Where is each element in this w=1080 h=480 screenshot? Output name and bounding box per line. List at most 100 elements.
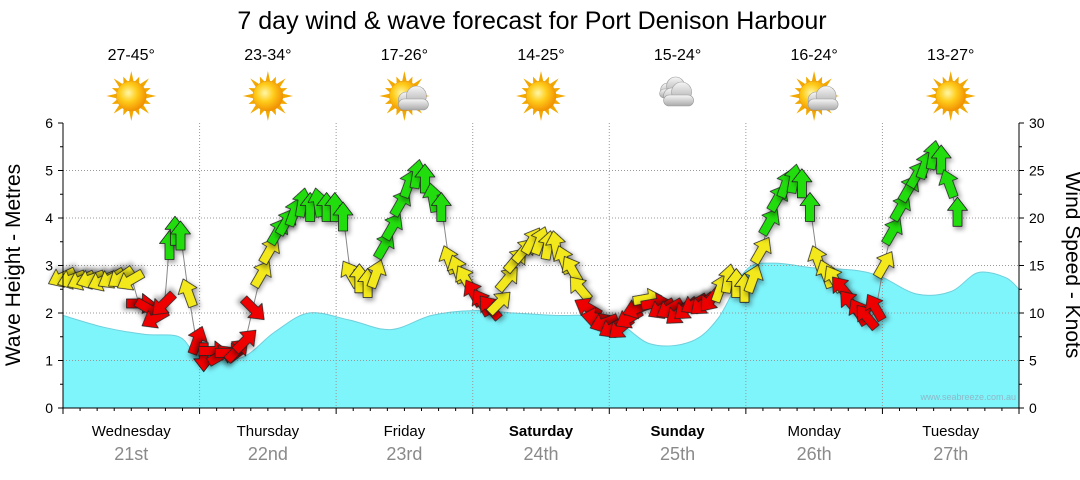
- sun-ray: [521, 87, 528, 93]
- sun-ray: [823, 78, 832, 87]
- wind-arrow: [799, 192, 821, 222]
- chart-title: 7 day wind & wave forecast for Port Deni…: [237, 7, 826, 35]
- sun-ray: [265, 111, 271, 121]
- y-left-tick-label: 2: [45, 305, 53, 321]
- day-name: Saturday: [509, 423, 574, 440]
- wind-arrow: [170, 220, 191, 251]
- sun-disc: [252, 80, 284, 112]
- sun-ray: [811, 111, 817, 121]
- wave-fill: [63, 263, 1019, 408]
- sun-ray: [931, 99, 938, 105]
- sun-ray: [265, 71, 271, 81]
- day-date: 27th: [933, 444, 968, 464]
- sun-rays: [242, 71, 293, 121]
- sun-ray: [250, 78, 259, 87]
- weather-forecast: 27-45° 23-34° 17-26° 14-25° 15-24° 16-24° 13-2…: [106, 47, 976, 121]
- wind-arrow: [231, 329, 257, 355]
- sun-ray: [817, 76, 823, 83]
- y-left-label: Wave Height - Metres: [2, 164, 25, 366]
- day-date: 24th: [523, 444, 558, 464]
- y-left-tick-label: 3: [45, 258, 53, 274]
- sun-ray: [538, 111, 544, 121]
- wind-arrow: [947, 196, 968, 227]
- wind-arrow: [240, 295, 265, 321]
- sun-ray: [129, 111, 134, 121]
- sun-ray: [954, 109, 959, 116]
- sun-ray: [954, 76, 959, 83]
- sun-icon: [242, 71, 293, 121]
- wind-arrow: [873, 251, 895, 280]
- sun-ray: [963, 87, 971, 93]
- sun-ray: [925, 93, 936, 99]
- wind-arrow: [791, 168, 813, 199]
- cloud-icon: [659, 76, 694, 107]
- sun-icon: [516, 71, 566, 121]
- day-date: 21st: [114, 444, 148, 464]
- day-temperature: 16-24°: [790, 47, 837, 64]
- sun-ray: [806, 109, 811, 116]
- sun-disc: [116, 80, 147, 112]
- day-temperature: 15-24°: [654, 47, 701, 64]
- wind-arrow: [938, 169, 959, 199]
- wind-arrow: [758, 208, 780, 237]
- sun-ray: [959, 105, 969, 114]
- wind-arrow: [366, 259, 387, 290]
- sun-ray: [933, 105, 942, 114]
- sun-ray: [942, 76, 947, 83]
- wind-arrow: [177, 278, 198, 309]
- sun-ray: [931, 87, 938, 93]
- sun-ray: [794, 99, 802, 105]
- wind-arrow: [430, 192, 452, 222]
- sun-ray: [806, 76, 811, 83]
- sun-ray: [942, 109, 947, 116]
- sun-ray: [402, 71, 407, 81]
- sun-ray: [948, 111, 953, 121]
- sun-ray: [250, 105, 259, 114]
- sun-ray: [556, 93, 566, 99]
- sun-ray: [386, 105, 396, 114]
- day-temperature: 14-25°: [517, 47, 564, 64]
- sun-ray: [123, 109, 128, 116]
- sun-ray: [248, 99, 255, 105]
- sun-ray: [135, 109, 140, 116]
- cloud-shape: [398, 85, 429, 111]
- sun-ray: [521, 99, 528, 105]
- sun-ray: [554, 87, 561, 93]
- sun-ray: [532, 76, 538, 83]
- axes: 0 1 2 3 4 5 6 0 5 10 15 20 25 30: [45, 115, 1045, 416]
- wind-arrow: [881, 218, 903, 247]
- sun-icon: [106, 71, 157, 121]
- sun-ray: [242, 93, 253, 99]
- sun-ray: [544, 76, 550, 83]
- y-right-label: Wind Speed - Knots: [1061, 172, 1080, 359]
- sun-ray: [796, 78, 806, 87]
- sun-ray: [538, 71, 544, 81]
- sun-ray: [276, 78, 286, 87]
- y-left-tick-label: 0: [45, 400, 53, 416]
- sun-ray: [144, 99, 151, 105]
- wind-arrow: [485, 291, 511, 317]
- sun-ray: [523, 78, 532, 87]
- y-right-tick-label: 20: [1029, 210, 1045, 226]
- sun-rays: [925, 71, 976, 121]
- day-labels: Wednesday 21st Thursday 22nd Friday 23rd Satur…: [92, 423, 980, 464]
- sun-ray: [248, 87, 255, 93]
- sun-ray: [140, 78, 149, 87]
- sun-ray: [963, 99, 971, 105]
- sun-ray: [271, 76, 276, 83]
- sun-ray: [402, 111, 407, 121]
- sun-ray: [135, 76, 140, 83]
- day-name: Monday: [787, 423, 841, 440]
- cloud-base: [663, 94, 694, 107]
- sun-ray: [111, 87, 119, 93]
- y-left-tick-label: 1: [45, 353, 53, 369]
- y-right-tick-label: 30: [1029, 115, 1045, 131]
- sun-ray: [396, 109, 401, 116]
- sun-ray: [933, 78, 942, 87]
- sun-ray: [544, 109, 550, 116]
- wind-arrow: [750, 237, 772, 266]
- sun-ray: [532, 109, 538, 116]
- sun-ray: [140, 105, 149, 114]
- wind-arrow: [117, 269, 146, 291]
